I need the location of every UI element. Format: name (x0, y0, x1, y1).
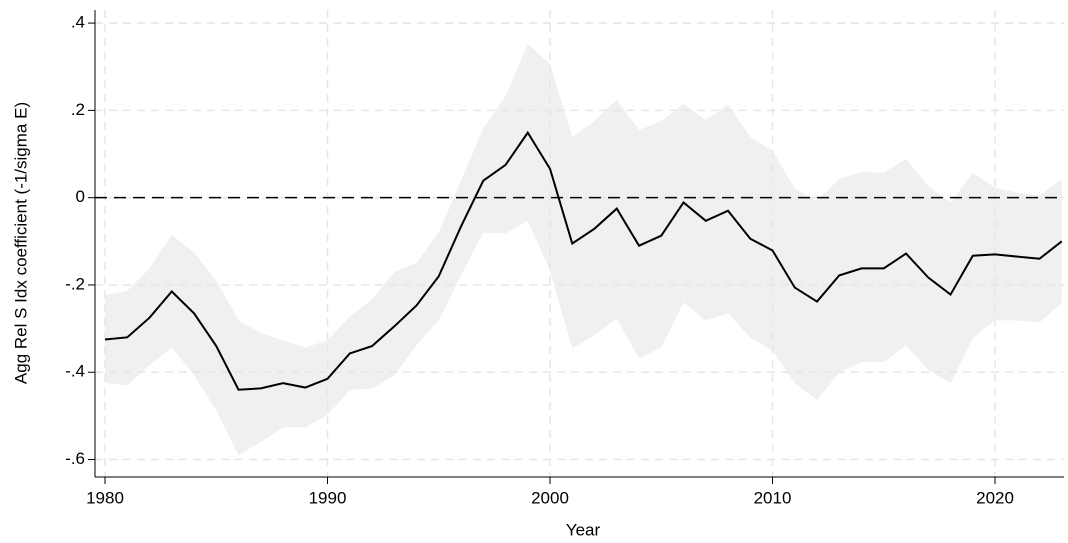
x-tick-label: 2000 (531, 488, 569, 507)
x-tick-label: 1990 (309, 488, 347, 507)
y-tick-label: -.6 (65, 449, 85, 468)
x-tick-label: 2020 (976, 488, 1014, 507)
line (104, 130, 1063, 391)
y-tick-label: 0 (76, 187, 85, 206)
x-tick-label: 1980 (86, 488, 124, 507)
x-axis-label: Year (566, 520, 601, 539)
confidence-band (105, 44, 1062, 456)
y-tick-label: -.4 (65, 362, 85, 381)
y-tick-label: .4 (71, 13, 85, 32)
y-axis-label: Agg Rel S Idx coefficient (-1/sigma E) (11, 102, 30, 384)
y-tick-label: -.2 (65, 274, 85, 293)
y-tick-label: .2 (71, 100, 85, 119)
x-tick-label: 2010 (754, 488, 792, 507)
